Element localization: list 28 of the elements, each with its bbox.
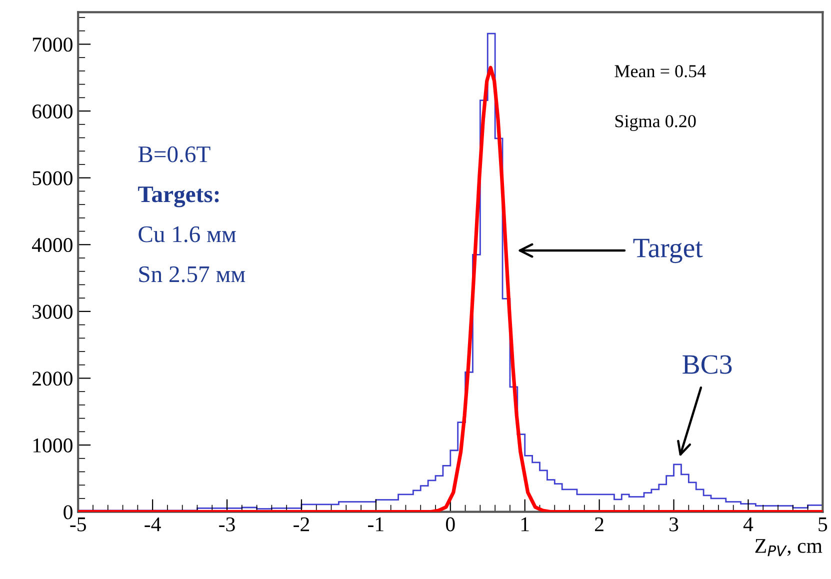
- y-tick-label: 0: [64, 505, 72, 520]
- x-tick-label: -4: [144, 517, 161, 532]
- x-tick-label: -2: [294, 517, 310, 532]
- y-tick-label: 6000: [32, 104, 72, 118]
- x-tick-label: 0: [446, 517, 455, 532]
- x-tick-label: -3: [219, 517, 235, 532]
- annotation: Sn 2.57 мм: [139, 266, 246, 282]
- y-tick-label: 4000: [32, 238, 72, 252]
- x-axis-title: Z$_{PV}$, cm: [755, 539, 822, 556]
- x-tick-label: 2: [595, 517, 604, 532]
- x-tick-label: 5: [818, 518, 828, 532]
- x-tick-label: -5: [70, 518, 86, 532]
- y-tick-label: 3000: [32, 304, 72, 319]
- annotation: BC3: [682, 355, 732, 374]
- y-tick-label: 2000: [32, 372, 72, 386]
- annotation: Mean = 0.54: [614, 65, 706, 78]
- annotation: Cu 1.6 мм: [138, 226, 236, 242]
- x-tick-label: 4: [743, 517, 754, 532]
- y-tick-label: 7000: [32, 38, 72, 52]
- y-tick-label: 1000: [33, 438, 72, 452]
- x-tick-label: 3: [670, 517, 678, 532]
- x-tick-label: -1: [368, 517, 384, 532]
- annotation: B=0.6T: [138, 146, 210, 162]
- annotation: Target: [633, 238, 703, 264]
- y-tick-label: 5000: [32, 171, 72, 186]
- annotation: Targets:: [138, 186, 219, 208]
- annotation: Sigma 0.20: [615, 115, 696, 131]
- x-tick-label: 1: [521, 517, 529, 532]
